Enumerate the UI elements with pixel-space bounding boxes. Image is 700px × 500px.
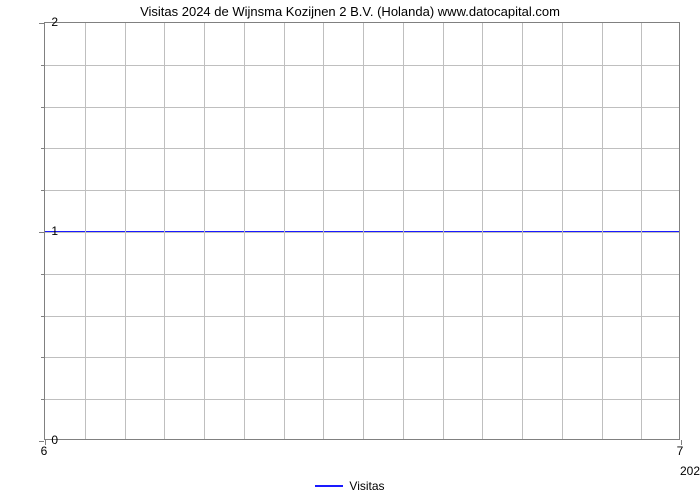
grid-line-v <box>244 23 245 439</box>
grid-line-h <box>45 65 679 66</box>
grid-line-v <box>443 23 444 439</box>
grid-line-v <box>641 23 642 439</box>
grid-line-v <box>363 23 364 439</box>
grid-line-v <box>284 23 285 439</box>
legend: Visitas <box>0 478 700 493</box>
grid-line-v <box>164 23 165 439</box>
grid-line-h <box>45 190 679 191</box>
grid-line-h <box>45 316 679 317</box>
y-tick-label: 0 <box>18 433 58 447</box>
grid-line-v <box>602 23 603 439</box>
x-tick-label: 7 <box>677 444 684 458</box>
grid-line-v <box>125 23 126 439</box>
legend-label: Visitas <box>349 479 384 493</box>
y-tick-label: 2 <box>18 15 58 29</box>
y-minor-tick <box>41 399 44 400</box>
y-minor-tick <box>41 148 44 149</box>
y-minor-tick <box>41 316 44 317</box>
legend-swatch <box>315 485 343 487</box>
y-minor-tick <box>41 107 44 108</box>
y-minor-tick <box>41 65 44 66</box>
grid-line-h <box>45 357 679 358</box>
grid-line-v <box>204 23 205 439</box>
y-minor-tick <box>41 274 44 275</box>
grid-line-v <box>482 23 483 439</box>
y-minor-tick <box>41 357 44 358</box>
grid-line-h <box>45 399 679 400</box>
bottom-right-label: 202 <box>680 464 700 478</box>
grid-line-v <box>403 23 404 439</box>
y-tick-label: 1 <box>18 224 58 238</box>
grid-line-h <box>45 107 679 108</box>
grid-line-h <box>45 232 679 233</box>
grid-line-v <box>522 23 523 439</box>
grid-line-v <box>562 23 563 439</box>
plot-area <box>44 22 680 440</box>
chart-container <box>44 22 680 440</box>
x-tick-label: 6 <box>41 444 48 458</box>
grid-line-h <box>45 274 679 275</box>
grid-line-v <box>323 23 324 439</box>
grid-line-v <box>85 23 86 439</box>
y-minor-tick <box>41 190 44 191</box>
grid-line-h <box>45 148 679 149</box>
chart-title: Visitas 2024 de Wijnsma Kozijnen 2 B.V. … <box>0 4 700 19</box>
